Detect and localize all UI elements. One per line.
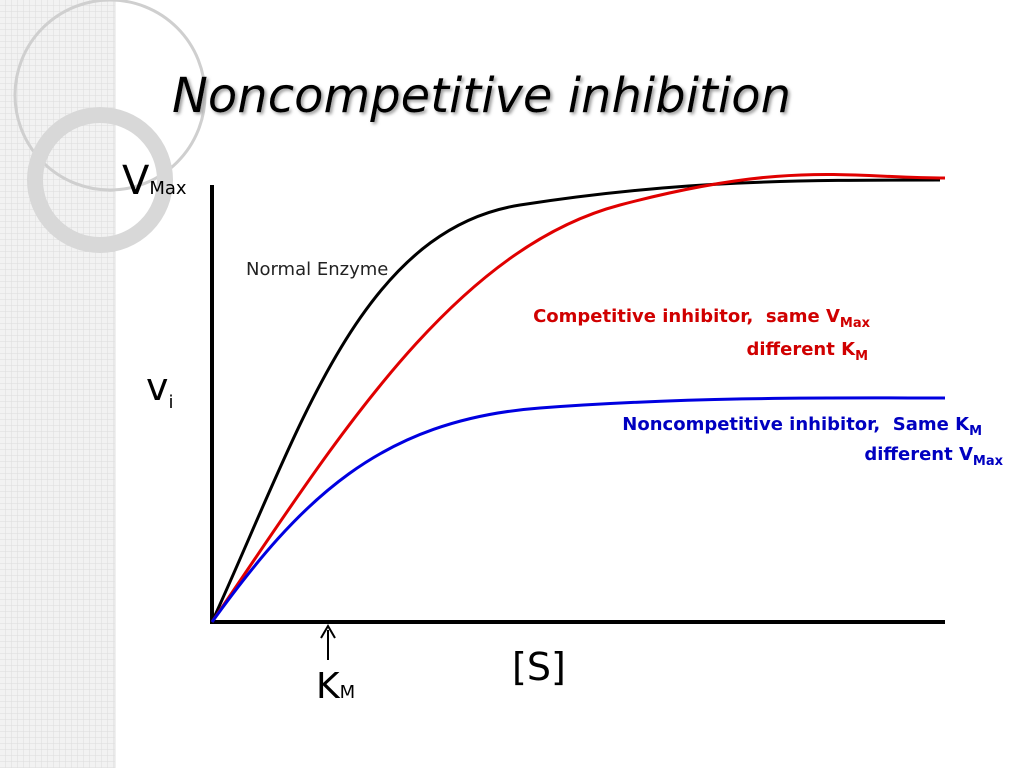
km-arrowhead: [320, 624, 336, 639]
text-part: i: [169, 392, 174, 413]
normal-curve: [210, 178, 941, 623]
text-part: Competitive inhibitor, same V: [533, 306, 840, 327]
vi-label: vi: [146, 365, 174, 413]
deco-ring: [27, 107, 173, 253]
title: Noncompetitive inhibition: [172, 68, 791, 124]
s-label: [S]: [512, 645, 566, 689]
competitive-curve: [210, 172, 946, 623]
noncompetitive-curve: [210, 396, 946, 623]
text-part: different K: [747, 339, 857, 360]
noncompetitive-label: different VMax: [864, 444, 1003, 469]
competitive-label: Competitive inhibitor, same VMax: [533, 306, 871, 331]
text-part: K: [316, 666, 341, 707]
text-part: V: [122, 158, 150, 204]
text-part: Normal Enzyme: [246, 259, 388, 280]
deco-circle: [13, 0, 207, 192]
noncompetitive-label: Noncompetitive inhibitor, Same KM: [622, 414, 982, 439]
text-part: M: [855, 349, 868, 364]
normal-label: Normal Enzyme: [246, 259, 388, 280]
km-label: KM: [316, 666, 355, 707]
text-part: Max: [149, 178, 187, 199]
text-part: v: [146, 365, 169, 409]
text-part: Max: [973, 454, 1004, 469]
text-part: M: [340, 682, 356, 703]
vmax-label: VMax: [122, 158, 187, 204]
text-part: Noncompetitive inhibitor, Same K: [622, 414, 970, 435]
text-part: M: [969, 424, 982, 439]
competitive-label: different KM: [747, 339, 869, 364]
text-part: different V: [864, 444, 973, 465]
text-part: Max: [840, 316, 871, 331]
